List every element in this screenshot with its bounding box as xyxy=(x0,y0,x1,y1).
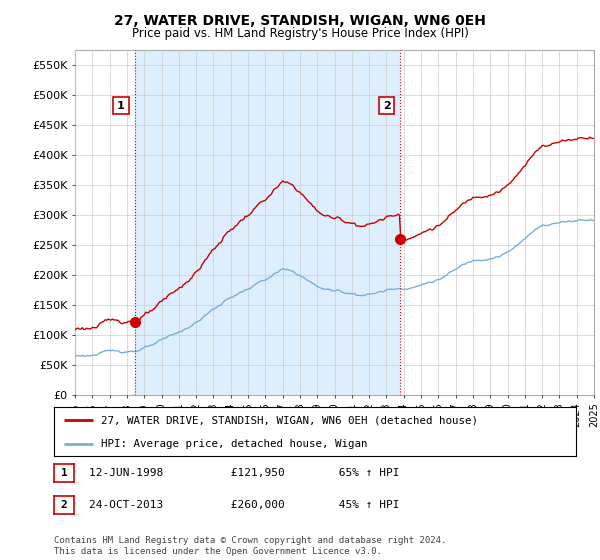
Bar xyxy=(134,50,400,395)
Text: Price paid vs. HM Land Registry's House Price Index (HPI): Price paid vs. HM Land Registry's House … xyxy=(131,27,469,40)
Text: 1: 1 xyxy=(117,100,125,110)
Text: 24-OCT-2013          £260,000        45% ↑ HPI: 24-OCT-2013 £260,000 45% ↑ HPI xyxy=(89,500,400,510)
Text: 27, WATER DRIVE, STANDISH, WIGAN, WN6 0EH: 27, WATER DRIVE, STANDISH, WIGAN, WN6 0E… xyxy=(114,14,486,28)
Text: 27, WATER DRIVE, STANDISH, WIGAN, WN6 0EH (detached house): 27, WATER DRIVE, STANDISH, WIGAN, WN6 0E… xyxy=(101,416,478,426)
Text: 2: 2 xyxy=(61,500,67,510)
Text: Contains HM Land Registry data © Crown copyright and database right 2024.
This d: Contains HM Land Registry data © Crown c… xyxy=(54,536,446,556)
Text: 1: 1 xyxy=(61,468,67,478)
Text: 12-JUN-1998          £121,950        65% ↑ HPI: 12-JUN-1998 £121,950 65% ↑ HPI xyxy=(89,468,400,478)
Text: 2: 2 xyxy=(383,100,391,110)
Text: HPI: Average price, detached house, Wigan: HPI: Average price, detached house, Wiga… xyxy=(101,439,367,449)
